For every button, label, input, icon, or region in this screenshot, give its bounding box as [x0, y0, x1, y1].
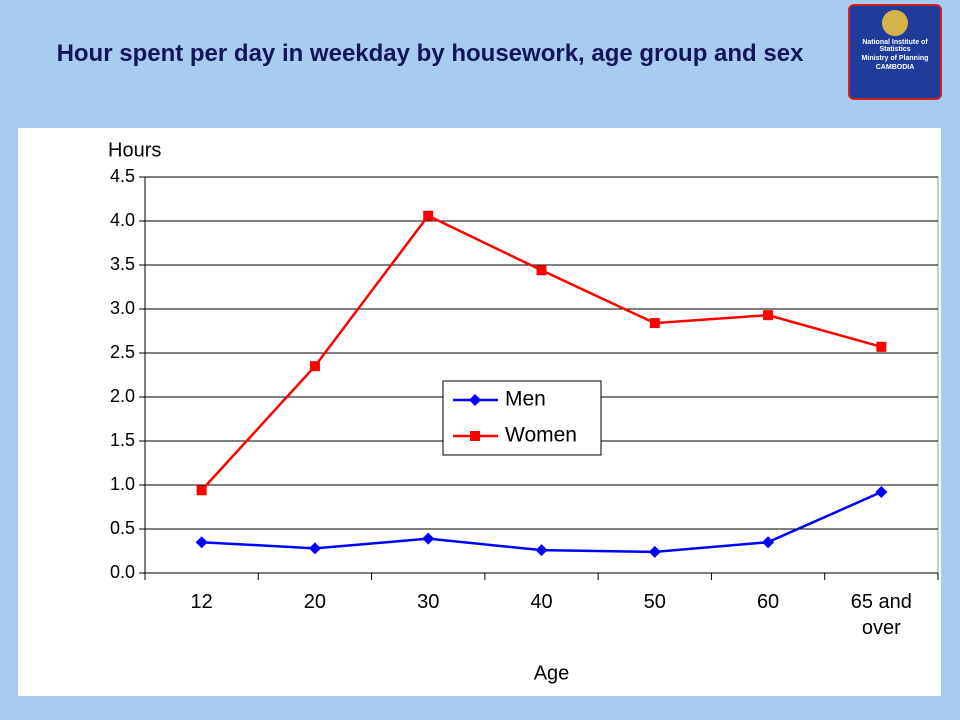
logo-text: Ministry of Planning	[861, 55, 929, 62]
y-axis-title: Hours	[108, 139, 161, 161]
logo-text: National Institute of Statistics	[862, 39, 928, 53]
data-point	[195, 536, 208, 549]
x-tick-label: 12	[190, 591, 213, 613]
emblem	[882, 10, 908, 36]
y-tick-label: 3.5	[110, 254, 135, 274]
data-point	[422, 532, 435, 545]
x-tick-label: 60	[756, 591, 780, 613]
x-tick-label: 40	[530, 591, 553, 613]
slide-title: Hour spent per day in weekday by housewo…	[56, 40, 804, 67]
data-point	[309, 361, 320, 372]
x-axis-title: Age	[534, 662, 570, 684]
data-point	[423, 210, 434, 221]
y-tick-label: 4.5	[110, 166, 135, 186]
logo-text: CAMBODIA	[875, 64, 915, 71]
y-tick-label: 2.5	[110, 342, 135, 362]
y-tick-label: 1.0	[110, 474, 135, 494]
data-point	[763, 310, 774, 321]
legend-label: Women	[505, 424, 577, 447]
x-tick-label: 20	[303, 591, 327, 613]
data-point	[196, 485, 207, 496]
y-tick-label: 4.0	[110, 210, 135, 230]
legend-label: Men	[505, 388, 546, 411]
x-tick-label: 30	[417, 591, 440, 613]
data-point	[308, 542, 321, 555]
legend	[442, 380, 602, 456]
legend-marker	[470, 431, 480, 441]
data-point	[876, 341, 887, 352]
y-tick-label: 3.0	[110, 298, 135, 318]
y-tick-label: 0.5	[110, 518, 135, 538]
data-point	[875, 486, 888, 499]
series-line	[201, 490, 882, 554]
x-tick-label: 65 and over	[850, 591, 912, 639]
plot-area	[144, 176, 939, 574]
x-tick-label: 50	[643, 591, 666, 613]
data-point	[762, 536, 775, 549]
data-point	[648, 545, 661, 558]
data-point	[535, 544, 548, 557]
y-tick-label: 1.5	[110, 430, 135, 450]
data-point	[649, 318, 660, 329]
chart: 0.0 0.5 1.0 1.5 2.0 2.5 3.0 3.5 4.0 4.5 Hours Age Me…	[108, 139, 939, 684]
y-tick-label: 0.0	[110, 562, 135, 582]
chart-panel: 0.0 0.5 1.0 1.5 2.0 2.5 3.0 3.5 4.0 4.5 Hours Age Me…	[18, 128, 941, 696]
y-tick-label: 2.0	[110, 386, 135, 406]
data-point	[536, 265, 547, 276]
logo: National Institute of Statistics Ministr…	[848, 4, 942, 100]
legend-marker	[469, 394, 481, 406]
